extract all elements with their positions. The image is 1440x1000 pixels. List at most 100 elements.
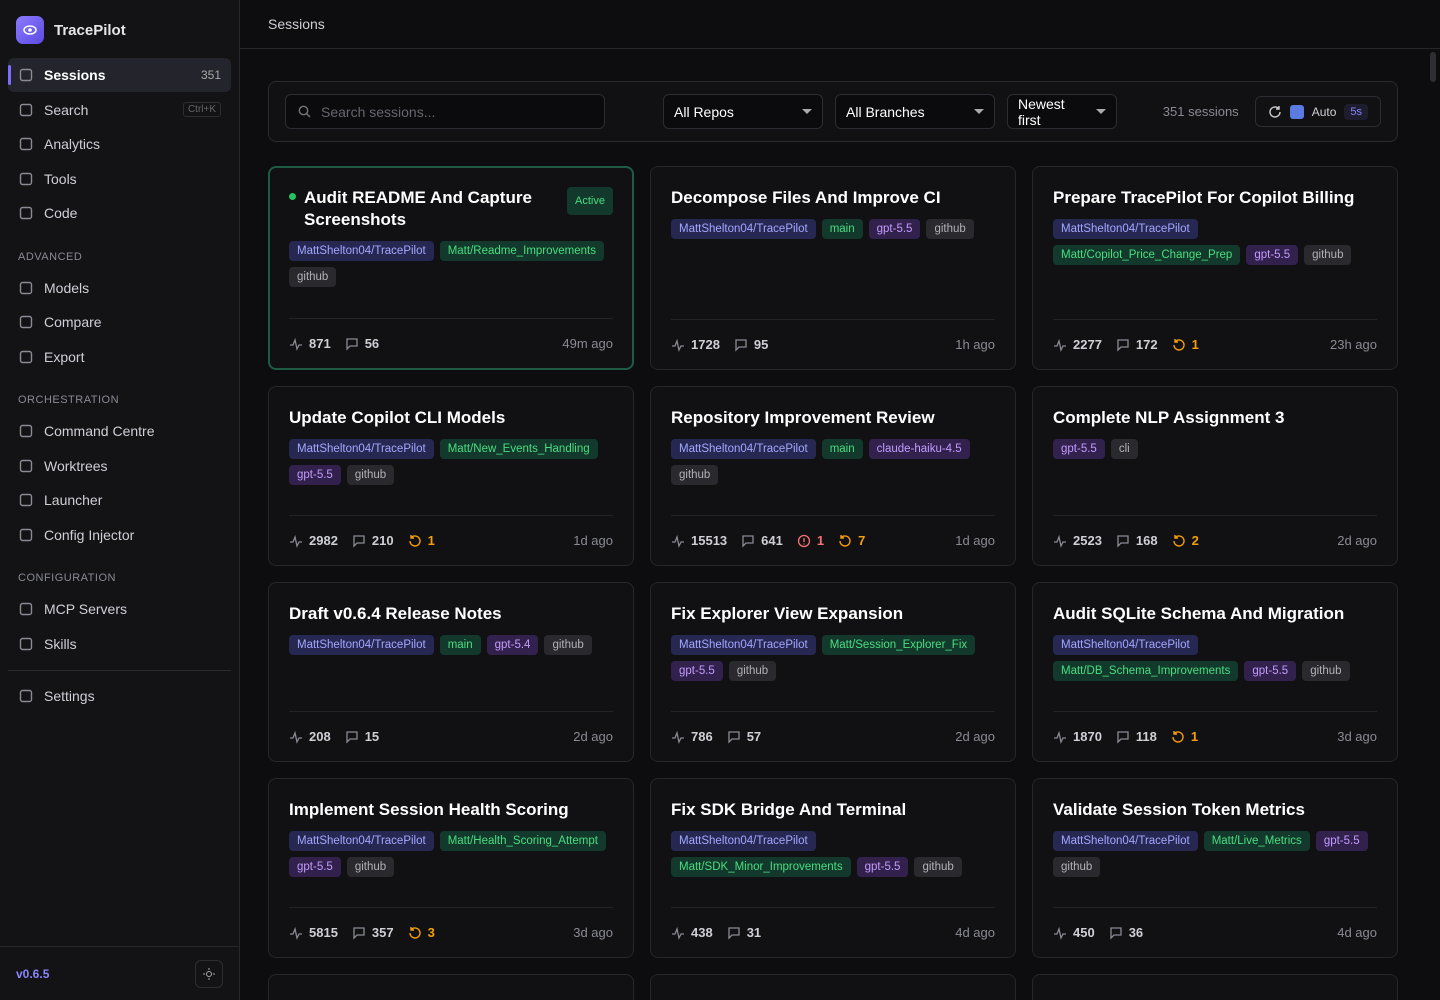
branch-tag: Matt/Copilot_Price_Change_Prep [1053, 245, 1241, 265]
tags: MattShelton04/TracePilot Matt/Readme_Impr… [289, 241, 613, 287]
messages-stat: 31 [727, 925, 761, 940]
nav-item[interactable]: MCP Servers [8, 592, 231, 626]
messages-stat: 118 [1116, 729, 1157, 744]
messages-stat: 95 [734, 337, 768, 352]
nav-item[interactable]: Search Ctrl+K [8, 93, 231, 127]
tags: MattShelton04/TracePilot Matt/Live_Metric… [1053, 831, 1377, 877]
turns-count: 2982 [309, 533, 338, 548]
turns-stat: 438 [671, 925, 713, 940]
tags: MattShelton04/TracePilot Matt/New_Events_… [289, 439, 613, 485]
stat-icon [1172, 730, 1184, 743]
retries-count: 3 [427, 925, 435, 940]
session-card[interactable]: Fix SDK Bridge And Terminal MattShelton04… [650, 778, 1016, 958]
session-card[interactable]: Draft v0.6.4 Release Notes MattShelton04/… [268, 582, 634, 762]
card-title-row: Audit SQLite Schema And Migration [1053, 603, 1377, 625]
nav-icon [19, 689, 33, 702]
stat-icon [672, 338, 684, 352]
stat-icon [408, 534, 421, 547]
messages-count: 36 [1128, 925, 1144, 940]
session-card[interactable]: Complete NLP Assignment 3 gpt-5.5 cli 2523 1… [1032, 386, 1398, 566]
stat-icon [290, 337, 302, 351]
tags: MattShelton04/TracePilot main gpt-5.5 githu… [671, 219, 995, 239]
stat-icon [346, 337, 358, 351]
model-tag: gpt-5.5 [1244, 661, 1297, 681]
source-tag: github [1302, 661, 1350, 681]
nav-item[interactable]: Analytics [8, 127, 231, 161]
filter-label: All Repos [674, 103, 734, 120]
nav-item[interactable]: Export [8, 340, 231, 374]
nav-item[interactable]: Worktrees [8, 449, 231, 483]
time-ago: 1d ago [955, 533, 995, 548]
branch-tag: main [821, 439, 863, 459]
turns-count: 208 [309, 729, 331, 744]
nav-item[interactable]: Tools [8, 162, 231, 196]
session-card[interactable]: Implement Session Health Scoring MattShel… [268, 778, 634, 958]
repo-tag: MattShelton04/TracePilot [671, 831, 816, 851]
turns-count: 871 [309, 336, 331, 351]
branch-tag: Matt/Session_Explorer_Fix [821, 635, 976, 655]
stat-icon [742, 534, 754, 548]
time-ago: 23h ago [1330, 337, 1377, 352]
nav-item[interactable]: Models [8, 271, 231, 305]
nav-item[interactable]: Settings [8, 679, 231, 713]
messages-count: 210 [371, 533, 394, 548]
session-card[interactable]: Prepare TracePilot For Copilot Billing Ma… [1032, 166, 1398, 370]
filter-select[interactable]: All Repos [663, 94, 823, 129]
search-box[interactable]: Search sessions... [285, 94, 605, 129]
session-card[interactable]: Fix Explorer View Expansion MattShelton04… [650, 582, 1016, 762]
tags: MattShelton04/TracePilot main claude-haiku… [671, 439, 995, 485]
nav-badge: 351 [200, 68, 221, 82]
card-title: Complete NLP Assignment 3 [1053, 408, 1285, 427]
auto-refresh[interactable]: Auto 5s [1254, 96, 1381, 127]
stat-icon [1054, 534, 1066, 548]
card-title-row: Implement Session Health Scoring [289, 799, 613, 821]
source-tag: github [728, 661, 777, 681]
card-title: Update Copilot CLI Models [289, 408, 506, 427]
session-card[interactable]: Audit SQLite Schema And Migration MattShe… [1032, 582, 1398, 762]
session-card[interactable]: Decompose Files And Improve CI MattShelto… [650, 166, 1016, 370]
main: Sessions Search sessions... All Repos All… [240, 0, 1440, 1000]
nav-item[interactable]: Launcher [8, 483, 231, 517]
stat-icon [672, 926, 684, 940]
filter-select[interactable]: All Branches [835, 94, 995, 129]
card-stats: 450 36 4d ago [1053, 907, 1377, 957]
messages-stat: 172 [1116, 337, 1158, 352]
nav-item[interactable]: Sessions 351 [8, 58, 231, 92]
nav-item[interactable]: Skills [8, 627, 231, 661]
nav-shortcut: Ctrl+K [182, 102, 221, 117]
scrollbar [1430, 52, 1436, 82]
nav-item[interactable]: Config Injector [8, 518, 231, 552]
card-stats: 2277 172 1 23h ago [1053, 319, 1377, 369]
branch-tag: Matt/New_Events_Handling [439, 439, 598, 459]
turns-stat: 450 [1053, 925, 1095, 940]
session-card-placeholder [268, 974, 634, 1000]
model-tag: gpt-5.5 [1246, 245, 1299, 265]
nav-item[interactable]: Compare [8, 305, 231, 339]
stat-icon [346, 730, 358, 744]
session-card[interactable]: Audit README And Capture Screenshots Acti… [268, 166, 634, 370]
session-card[interactable]: Repository Improvement Review MattShelton… [650, 386, 1016, 566]
tags: MattShelton04/TracePilot Matt/DB_Schema_I… [1053, 635, 1377, 681]
stat-icon [839, 534, 851, 547]
theme-toggle[interactable] [195, 959, 223, 988]
repo-tag: MattShelton04/TracePilot [671, 219, 816, 239]
filter-select[interactable]: Newest first [1007, 94, 1117, 129]
auto-checkbox[interactable] [1289, 104, 1304, 119]
turns-stat: 15513 [671, 533, 727, 548]
logo [16, 16, 44, 44]
model-tag: gpt-5.5 [289, 465, 341, 485]
nav-item[interactable]: Code [8, 196, 231, 230]
interval: 5s [1344, 103, 1368, 120]
sidebar: TracePilot Sessions 351 Search Ctrl+K Analyt… [0, 0, 240, 1000]
session-card[interactable]: Validate Session Token Metrics MattShelto… [1032, 778, 1398, 958]
turns-count: 450 [1073, 925, 1095, 940]
retries-stat: 1 [1171, 729, 1198, 744]
turns-stat: 208 [289, 729, 331, 744]
nav-icon [19, 350, 33, 363]
nav-label: Sessions [44, 67, 106, 83]
nav-item[interactable]: Command Centre [8, 414, 231, 448]
stat-icon [353, 926, 365, 940]
messages-count: 641 [761, 533, 783, 548]
model-tag: gpt-5.5 [289, 857, 341, 877]
session-card[interactable]: Update Copilot CLI Models MattShelton04/T… [268, 386, 634, 566]
